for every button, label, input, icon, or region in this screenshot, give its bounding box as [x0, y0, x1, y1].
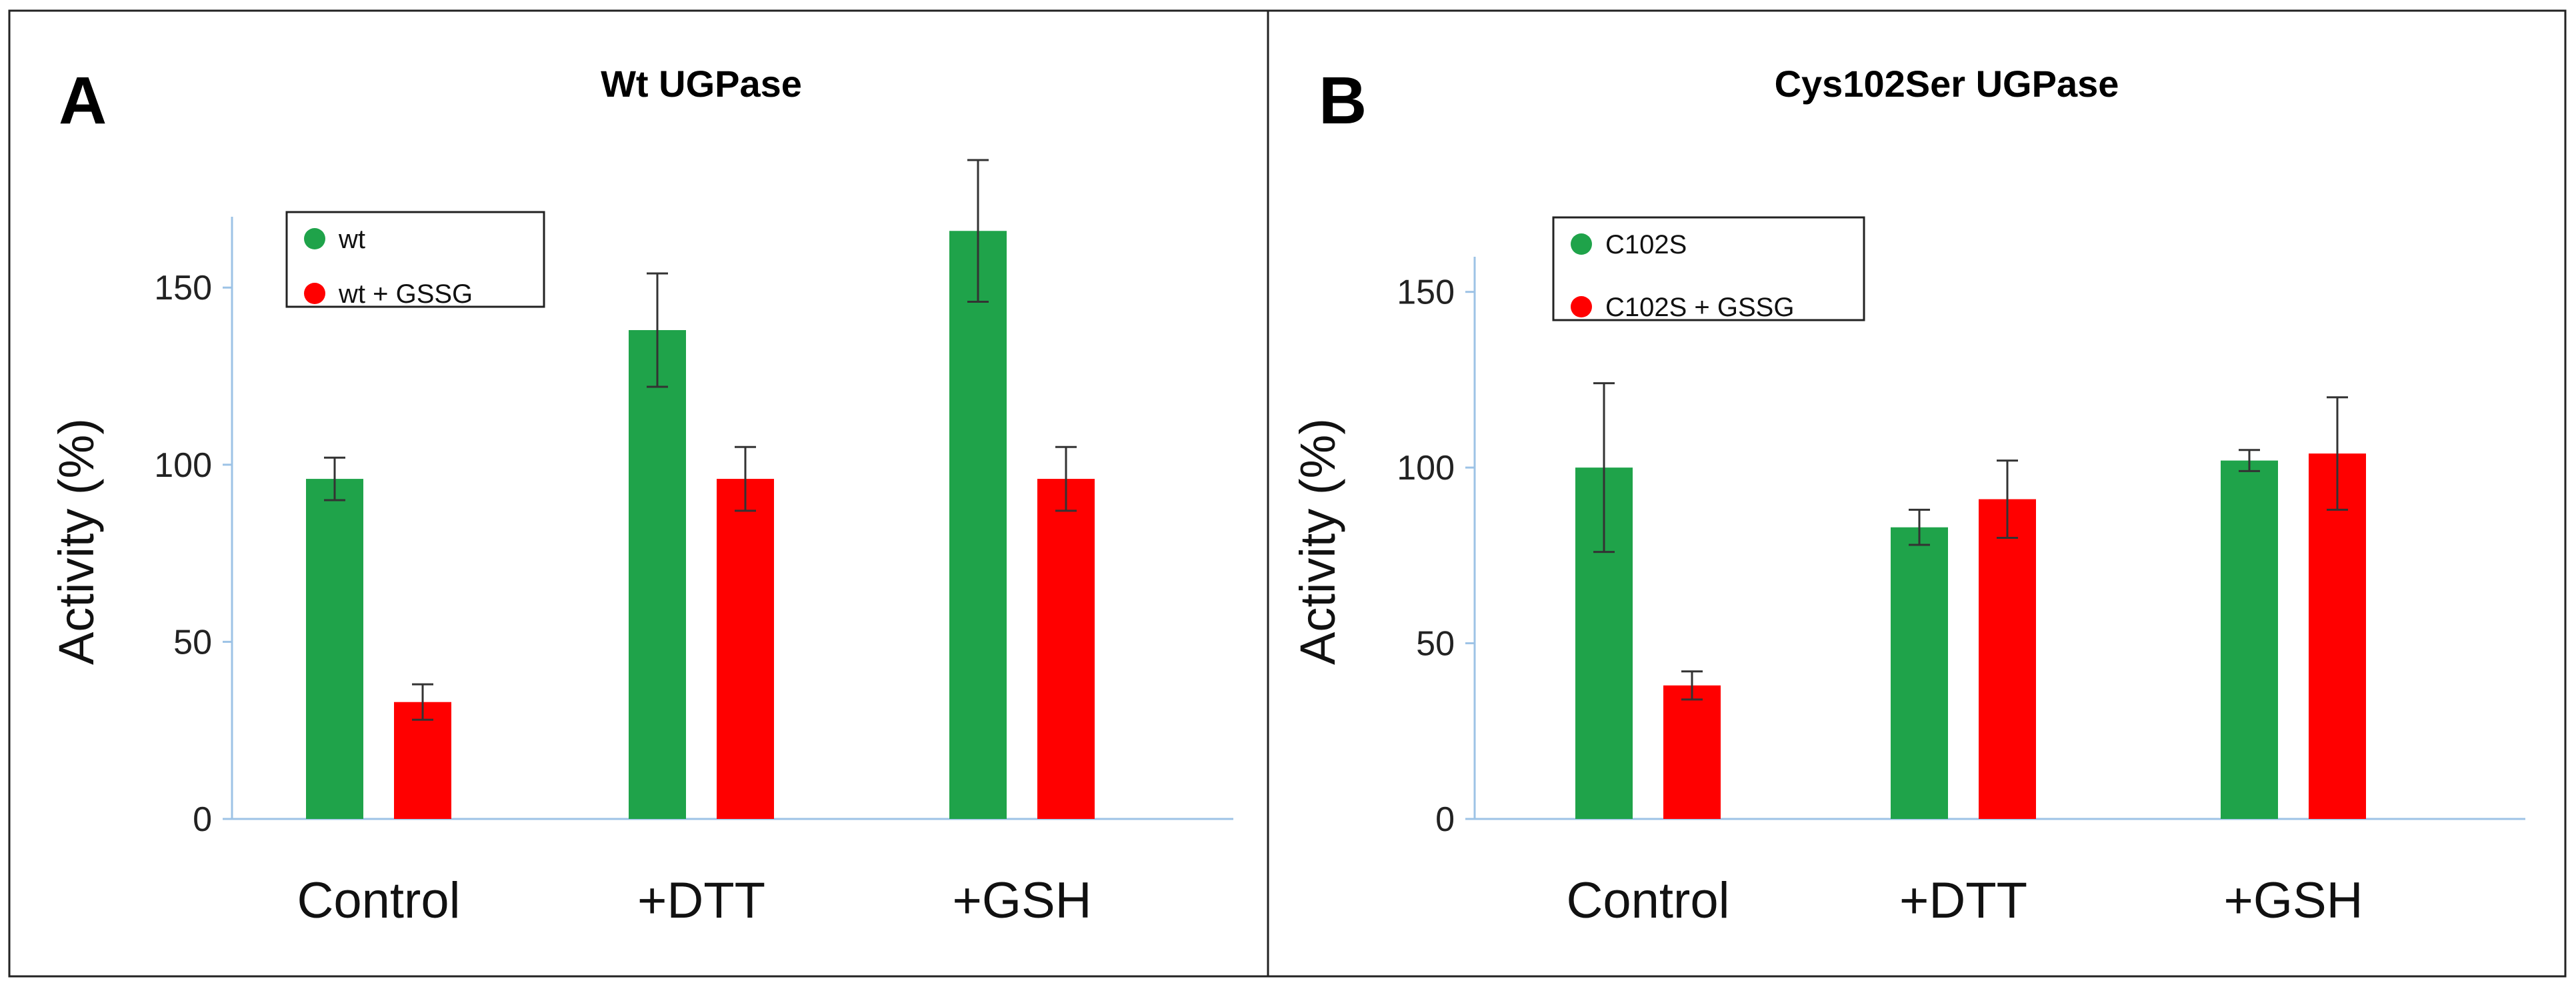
- panel-a-bar-wt-gssg-control: [394, 702, 451, 819]
- panel-b-error-bar: [1593, 382, 1615, 554]
- panel-a-bar-wt-gsh: [949, 231, 1007, 819]
- panel-b-bar-c102s-gssg-gsh: [2309, 453, 2366, 819]
- panel-a-error-bar: [647, 272, 668, 388]
- panel-b-legend: C102S C102S + GSSG: [1552, 216, 1865, 322]
- panel-b-y-tick-label: 150: [1397, 273, 1455, 312]
- panel-b-bar-c102s-gssg-dtt: [1979, 499, 2036, 819]
- panel-a-bar-wt-gssg-dtt: [717, 479, 774, 819]
- panel-a-legend-label: wt: [338, 225, 365, 254]
- panel-a-error-bar: [412, 683, 433, 721]
- panel-a-bar-wt-control: [306, 479, 363, 819]
- panel-a-plot: 0 50 100 150 Control +DTT +GSH wt wt + GSSG: [154, 159, 1233, 929]
- panel-a-y-tick-label: 0: [193, 800, 212, 839]
- panel-b-error-bar: [1997, 459, 2018, 539]
- panel-b-error-bar: [2327, 396, 2348, 511]
- panel-a-y-axis-title: Activity (%): [49, 418, 104, 665]
- panel-b-error-bar: [1909, 508, 1930, 546]
- panel-a-y-tick-label: 100: [154, 446, 212, 485]
- panel-b-legend-marker: [1571, 233, 1592, 255]
- panel-a: A Wt UGPase Activity (%) 0 50 100 150 Contro…: [49, 63, 1233, 929]
- panel-a-error-bar: [1055, 445, 1077, 512]
- panel-a-legend-label: wt + GSSG: [338, 279, 473, 309]
- panel-a-letter: A: [59, 63, 107, 138]
- panel-a-legend: wt wt + GSSG: [285, 211, 545, 309]
- panel-b-category-label: +GSH: [2223, 872, 2363, 929]
- panel-b-bar-c102s-dtt: [1891, 527, 1948, 819]
- panel-b-category-label: +DTT: [1899, 872, 2027, 929]
- panel-b-frame: [1267, 9, 2567, 978]
- panel-b-legend-label: C102S: [1605, 230, 1687, 259]
- panel-b-y-axis-title: Activity (%): [1290, 418, 1345, 665]
- panel-a-title: Wt UGPase: [601, 63, 802, 105]
- panel-b-letter: B: [1319, 63, 1367, 138]
- panel-b-legend-label: C102S + GSSG: [1605, 293, 1794, 322]
- panel-a-category-label: +GSH: [952, 872, 1091, 929]
- panel-b-y-tick-label: 0: [1435, 800, 1455, 839]
- panel-a-category-label: +DTT: [637, 872, 765, 929]
- panel-a-bar-wt-dtt: [629, 329, 686, 820]
- panel-b-error-bar: [2239, 449, 2260, 472]
- panel-a-error-bar: [735, 445, 756, 512]
- panel-a-category-label: Control: [297, 872, 461, 929]
- panel-a-error-bar: [967, 159, 989, 303]
- panel-b: B Cys102Ser UGPase Activity (%) 0 50 100 15…: [1290, 63, 2525, 929]
- panel-b-bar-c102s-gssg-control: [1663, 685, 1721, 819]
- panel-a-legend-marker: [304, 283, 325, 304]
- panel-b-category-label: Control: [1567, 872, 1730, 929]
- panel-a-legend-marker: [304, 228, 325, 249]
- panel-b-plot: 0 50 100 150 Control +DTT +GSH C102S C102S + GSS…: [1397, 216, 2525, 929]
- panel-b-title: Cys102Ser UGPase: [1775, 63, 2119, 105]
- panel-a-y-tick-label: 150: [154, 269, 212, 307]
- panel-b-y-tick-label: 100: [1397, 449, 1455, 487]
- panel-a-y-tick-label: 50: [173, 623, 212, 662]
- panel-a-error-bar: [324, 456, 345, 502]
- panel-b-bar-c102s-gsh: [2221, 460, 2278, 819]
- panel-b-y-tick-label: 50: [1416, 625, 1455, 664]
- panel-a-bar-wt-gssg-gsh: [1037, 479, 1095, 819]
- panel-b-error-bar: [1681, 670, 1703, 701]
- panel-b-legend-marker: [1571, 296, 1592, 317]
- panel-a-legend-box: [285, 211, 545, 308]
- panel-b-legend-box: [1552, 216, 1865, 321]
